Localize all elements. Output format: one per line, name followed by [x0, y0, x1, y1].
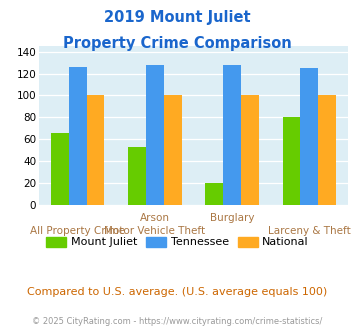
Bar [300, 68, 318, 205]
Bar [223, 65, 241, 205]
Text: Motor Vehicle Theft: Motor Vehicle Theft [104, 226, 206, 236]
Bar [241, 95, 259, 205]
Bar [206, 183, 223, 205]
Text: Property Crime Comparison: Property Crime Comparison [63, 36, 292, 51]
Text: 2019 Mount Juliet: 2019 Mount Juliet [104, 10, 251, 25]
Bar [164, 95, 181, 205]
Bar [283, 117, 300, 205]
Bar [146, 65, 164, 205]
Text: Arson: Arson [140, 213, 170, 223]
Text: All Property Crime: All Property Crime [30, 226, 125, 236]
Text: Burglary: Burglary [210, 213, 254, 223]
Bar [318, 95, 336, 205]
Text: Compared to U.S. average. (U.S. average equals 100): Compared to U.S. average. (U.S. average … [27, 287, 328, 297]
Text: © 2025 CityRating.com - https://www.cityrating.com/crime-statistics/: © 2025 CityRating.com - https://www.city… [32, 317, 323, 326]
Bar [128, 147, 146, 205]
Bar [51, 133, 69, 205]
Legend: Mount Juliet, Tennessee, National: Mount Juliet, Tennessee, National [42, 232, 313, 252]
Bar [69, 67, 87, 205]
Text: Larceny & Theft: Larceny & Theft [268, 226, 351, 236]
Bar [87, 95, 104, 205]
